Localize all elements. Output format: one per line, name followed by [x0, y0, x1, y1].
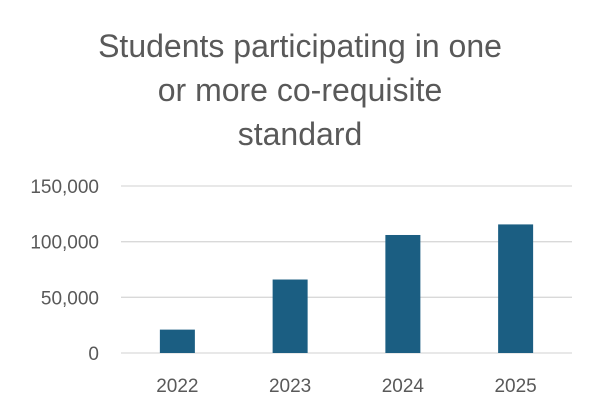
x-tick-label: 2025 [494, 376, 536, 397]
bar-2024 [385, 234, 421, 353]
x-tick-label: 2023 [269, 376, 311, 397]
bar-2022 [159, 329, 195, 353]
chart-title: Students participating in one or more co… [0, 24, 600, 156]
y-tick-label: 0 [88, 344, 99, 365]
y-tick-label: 150,000 [30, 177, 99, 198]
bars [159, 224, 534, 353]
x-tick-label: 2024 [382, 376, 425, 397]
x-axis-tick-labels: 2022 2023 2024 2025 [156, 376, 537, 397]
chart-title-line-2: or more co-requisite [157, 72, 443, 108]
gridlines [121, 185, 572, 354]
y-tick-label: 100,000 [30, 233, 99, 254]
chart-title-line-3: standard [237, 116, 363, 152]
chart-title-line-1: Students participating in one [98, 28, 502, 64]
x-tick-label: 2022 [156, 376, 198, 397]
bar-2025 [498, 224, 534, 353]
bar-2023 [272, 279, 308, 353]
y-tick-label: 50,000 [41, 288, 99, 309]
y-axis-tick-labels: 0 50,000 100,000 150,000 [30, 177, 99, 365]
